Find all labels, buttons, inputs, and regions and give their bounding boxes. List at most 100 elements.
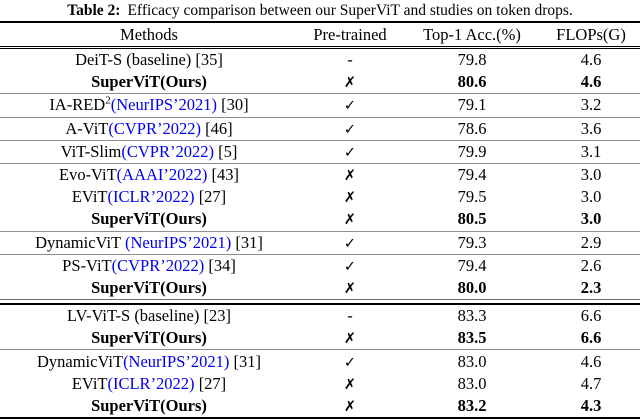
top1-acc-value: 80.6 [402, 71, 542, 95]
table-row: IA-RED2(NeurIPS’2021) [30] ✓ 79.1 3.2 [0, 93, 640, 118]
table-row: A-ViT(CVPR’2022) [46] ✓ 78.6 3.6 [0, 117, 640, 141]
method-cell: Evo-ViT(AAAI’2022) [43] [0, 163, 298, 186]
cross-icon: ✗ [343, 168, 357, 185]
flops-value: 4.3 [542, 394, 640, 419]
flops-value: 2.3 [580, 277, 602, 297]
pretrained-cell: ✓ [298, 117, 402, 141]
cross-icon: ✗ [343, 331, 357, 348]
method-name: IA-RED [49, 95, 106, 115]
check-icon: ✓ [343, 121, 357, 138]
cross-icon: ✗ [343, 398, 357, 415]
method-cell: DynamicViT (NeurIPS’2021) [31] [0, 231, 298, 255]
top1-acc-value: 79.3 [402, 231, 542, 255]
top1-acc-value: 83.0 [457, 351, 487, 371]
table-row: DynamicViT (NeurIPS’2021) [31] ✓ 79.3 2.9 [0, 231, 640, 255]
method-ref: [34] [204, 255, 236, 275]
top1-acc-value: 79.9 [402, 140, 542, 164]
table-row: EViT(ICLR’2022) [27] ✗ 79.5 3.0 [0, 186, 640, 208]
table-row: DynamicViT(NeurIPS’2021) [31] ✓ 83.0 4.6 [0, 350, 640, 373]
table-caption-label: Table 2: [67, 2, 121, 19]
method-ref: [23] [199, 306, 232, 326]
cross-icon: ✗ [343, 190, 357, 207]
method-cell: EViT(ICLR’2022) [27] [0, 373, 298, 395]
method-ref: [30] [217, 95, 249, 115]
method-name: SuperViT(Ours) [91, 72, 207, 92]
method-venue-link[interactable]: (CVPR’2022) [121, 141, 214, 161]
method-venue-link[interactable]: (NeurIPS’2021) [110, 95, 218, 115]
method-cell: ViT-Slim(CVPR’2022) [5] [0, 140, 298, 164]
table-row: SuperViT(Ours) ✗ 83.2 4.3 [0, 394, 640, 419]
top1-acc-value: 78.6 [402, 117, 542, 141]
method-cell: SuperViT(Ours) [0, 327, 298, 351]
top1-acc-value: 83.3 [457, 306, 487, 326]
flops-value: 3.2 [542, 93, 640, 118]
table-header: Methods Pre-trained Top-1 Acc.(%) FLOPs(… [0, 21, 640, 49]
pretrained-cell: ✗ [298, 327, 402, 351]
flops-value: 4.6 [580, 50, 602, 70]
flops-value: 4.7 [580, 373, 602, 393]
flops-value: 3.0 [580, 165, 602, 185]
method-name: Evo-ViT [58, 165, 117, 185]
pretrained-cell: ✗ [298, 277, 402, 300]
table-row: DeiT-S (baseline) [35] - 79.8 4.6 [0, 48, 640, 72]
method-ref: [46] [200, 118, 233, 138]
method-ref: [27] [194, 187, 227, 207]
flops-value: 6.6 [542, 327, 640, 351]
method-cell: DynamicViT(NeurIPS’2021) [31] [0, 350, 298, 373]
top1-acc-value: 83.2 [402, 394, 542, 419]
top1-acc-value: 79.4 [457, 255, 487, 275]
col-header-methods: Methods [0, 21, 298, 49]
flops-value: 3.1 [542, 140, 640, 164]
method-cell: PS-ViT(CVPR’2022) [34] [0, 254, 298, 277]
pretrained-cell: ✓ [298, 254, 402, 277]
method-venue-link[interactable]: (CVPR’2022) [111, 255, 205, 275]
section-divider [0, 299, 640, 305]
pretrained-cell: ✗ [298, 208, 402, 232]
method-ref: [31] [231, 232, 263, 252]
table-row: ViT-Slim(CVPR’2022) [5] ✓ 79.9 3.1 [0, 140, 640, 164]
pretrained-cell: ✗ [298, 373, 402, 395]
method-name: DeiT-S (baseline) [75, 50, 192, 70]
method-ref: [27] [194, 373, 227, 393]
dash-text: - [347, 306, 353, 326]
method-cell: SuperViT(Ours) [0, 277, 298, 300]
pretrained-cell: ✗ [298, 71, 402, 95]
method-venue-link[interactable]: (NeurIPS’2021) [123, 351, 230, 371]
pretrained-cell: ✓ [298, 350, 402, 373]
pretrained-cell: ✓ [298, 140, 402, 164]
method-venue-link[interactable]: (AAAI’2022) [116, 165, 208, 185]
top1-acc-value: 79.4 [457, 165, 487, 185]
flops-value: 2.9 [542, 231, 640, 255]
method-name: ViT-Slim [60, 141, 122, 161]
top1-acc-value: 80.5 [402, 208, 542, 232]
method-name: A-ViT [65, 118, 109, 138]
method-name: DynamicViT [36, 351, 124, 371]
check-icon: ✓ [343, 98, 357, 115]
method-cell: SuperViT(Ours) [0, 71, 298, 95]
check-icon: ✓ [343, 235, 357, 252]
method-venue-link[interactable]: (NeurIPS’2021) [124, 232, 232, 252]
flops-value: 6.6 [580, 306, 602, 326]
pretrained-cell: ✓ [298, 231, 402, 255]
flops-value: 3.0 [580, 187, 602, 207]
method-ref: [35] [191, 50, 223, 70]
table-row: SuperViT(Ours) ✗ 80.0 2.3 [0, 277, 640, 300]
dash-text: - [347, 50, 353, 70]
method-cell: SuperViT(Ours) [0, 394, 298, 419]
table-header-row: Methods Pre-trained Top-1 Acc.(%) FLOPs(… [0, 21, 640, 49]
flops-value: 2.6 [580, 255, 602, 275]
table-row: EViT(ICLR’2022) [27] ✗ 83.0 4.7 [0, 373, 640, 395]
table-caption-text: Efficacy comparison between our SuperViT… [127, 2, 573, 19]
method-name: EViT [71, 187, 108, 207]
top1-acc-value: 83.5 [402, 327, 542, 351]
col-header-top1-acc: Top-1 Acc.(%) [402, 21, 542, 49]
top1-acc-value: 79.1 [402, 93, 542, 118]
flops-value: 4.6 [542, 71, 640, 95]
pretrained-cell: - [298, 48, 402, 72]
method-venue-link[interactable]: (CVPR’2022) [108, 118, 201, 138]
check-icon: ✓ [343, 258, 357, 275]
method-superscript: 2 [105, 94, 111, 107]
method-venue-link[interactable]: (ICLR’2022) [107, 187, 195, 207]
method-venue-link[interactable]: (ICLR’2022) [107, 373, 195, 393]
